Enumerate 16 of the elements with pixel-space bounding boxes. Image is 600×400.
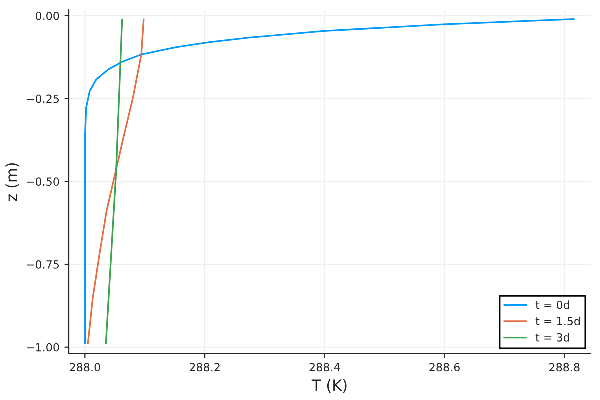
x-tick-label: 288.0 <box>70 363 100 372</box>
x-tick-label: 288.8 <box>550 363 580 372</box>
y-axis-title: z (m) <box>6 163 20 202</box>
y-tick-label: 0.00 <box>36 12 60 20</box>
x-tick-label: 288.6 <box>430 363 460 372</box>
legend-label: t = 3d <box>536 333 570 342</box>
legend-label: t = 1.5d <box>536 316 580 326</box>
y-tick-label: −0.50 <box>27 178 60 186</box>
line-series <box>87 18 145 344</box>
y-tick-label: −1.00 <box>27 343 60 352</box>
x-tick-label: 288.2 <box>190 363 220 372</box>
x-tick-label: 288.4 <box>310 363 340 372</box>
y-tick-label: −0.75 <box>27 260 59 269</box>
legend-label: t = 0d <box>536 300 570 310</box>
x-axis-title: T (K) <box>312 379 347 393</box>
y-tick-label: −0.25 <box>27 94 59 104</box>
